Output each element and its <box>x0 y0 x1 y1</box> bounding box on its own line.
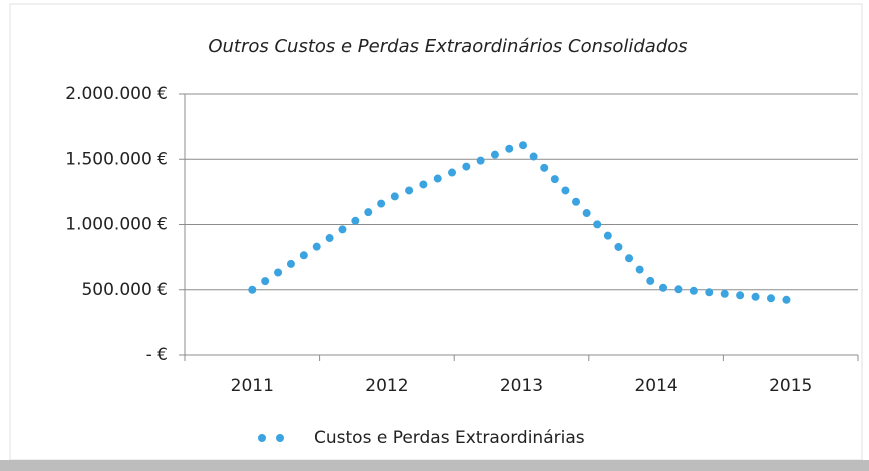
y-tick-label: - € <box>146 345 168 365</box>
data-line <box>248 138 795 305</box>
y-tick-label: 500.000 € <box>81 280 168 300</box>
bottom-bar <box>0 460 869 471</box>
x-tick-label: 2013 <box>500 376 543 396</box>
x-tick-label: 2014 <box>634 376 677 396</box>
x-tick-label: 2015 <box>769 376 812 396</box>
chart-title: Outros Custos e Perdas Extraordinários C… <box>208 36 687 57</box>
legend-label: Custos e Perdas Extraordinárias <box>314 428 585 448</box>
x-tick-label: 2012 <box>365 376 408 396</box>
x-tick-label: 2011 <box>231 376 274 396</box>
y-tick-label: 1.500.000 € <box>65 149 168 169</box>
y-tick-label: 2.000.000 € <box>65 84 168 104</box>
y-tick-label: 1.000.000 € <box>65 215 168 235</box>
